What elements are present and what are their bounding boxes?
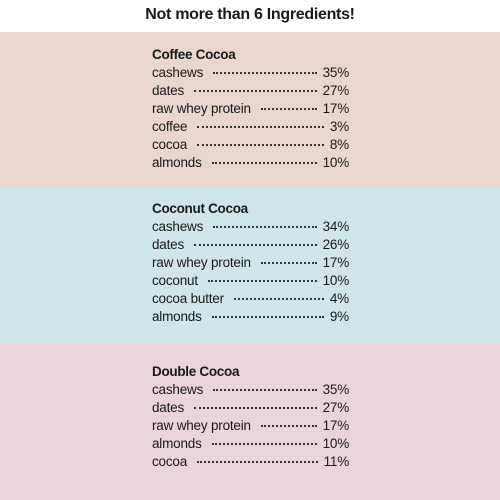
ingredient-row: cashews 35% (152, 64, 349, 82)
ingredient-list: Double Cocoa cashews 35% dates 27% raw whey p… (152, 363, 349, 471)
ingredient-name: cocoa butter (152, 291, 224, 306)
dot-leader (194, 407, 317, 409)
ingredient-percent: 9% (329, 309, 349, 324)
ingredient-list: Coconut Cocoa cashews 34% dates 26% raw whey … (152, 200, 349, 326)
ingredient-name: cashews (152, 219, 204, 234)
ingredient-name: coffee (152, 119, 188, 134)
ingredient-name: cashews (152, 382, 204, 397)
ingredient-percent: 10% (322, 436, 350, 451)
dot-leader (260, 425, 317, 427)
ingredient-name: cashews (152, 65, 204, 80)
ingredient-percent: 10% (322, 155, 350, 170)
dot-leader (211, 316, 324, 318)
ingredient-name: almonds (152, 309, 202, 324)
ingredient-row: dates 26% (152, 236, 349, 254)
dot-leader (194, 244, 317, 246)
ingredient-name: cocoa (152, 137, 188, 152)
ingredient-row: cashews 34% (152, 218, 349, 236)
dot-leader (197, 126, 324, 128)
ingredient-percent: 17% (322, 255, 350, 270)
ingredient-row: raw whey protein 17% (152, 417, 349, 435)
ingredient-name: raw whey protein (152, 101, 251, 116)
dot-leader (197, 144, 324, 146)
section-background (0, 343, 500, 500)
ingredient-row: cashews 35% (152, 381, 349, 399)
ingredient-name: almonds (152, 155, 202, 170)
ingredient-percent: 11% (323, 454, 350, 469)
ingredient-name: almonds (152, 436, 202, 451)
dot-leader (213, 226, 317, 228)
ingredient-name: cocoa (152, 454, 188, 469)
dot-leader (213, 389, 317, 391)
ingredient-row: raw whey protein 17% (152, 100, 349, 118)
dot-leader (197, 461, 318, 463)
ingredient-row: raw whey protein 17% (152, 254, 349, 272)
ingredient-percent: 27% (322, 400, 350, 415)
dot-leader (260, 108, 317, 110)
dot-leader (194, 90, 317, 92)
dot-leader (260, 262, 317, 264)
ingredient-name: dates (152, 83, 185, 98)
section-background (0, 32, 500, 187)
dot-leader (207, 280, 317, 282)
dot-leader (213, 72, 317, 74)
ingredient-row: cocoa 11% (152, 453, 349, 471)
ingredient-list: Coffee Cocoa cashews 35% dates 27% raw whey p… (152, 46, 349, 172)
dot-leader (211, 443, 317, 445)
ingredient-row: coconut 10% (152, 272, 349, 290)
ingredient-name: coconut (152, 273, 198, 288)
ingredient-row: coffee 3% (152, 118, 349, 136)
ingredient-row: dates 27% (152, 399, 349, 417)
ingredient-row: almonds 10% (152, 154, 349, 172)
ingredient-percent: 4% (329, 291, 349, 306)
ingredient-name: dates (152, 237, 185, 252)
ingredient-percent: 34% (322, 219, 350, 234)
section-title: Coconut Cocoa (152, 201, 248, 216)
ingredient-row: almonds 9% (152, 308, 349, 326)
section-title: Double Cocoa (152, 364, 240, 379)
ingredient-percent: 8% (329, 137, 349, 152)
ingredient-percent: 35% (322, 65, 350, 80)
ingredient-name: raw whey protein (152, 255, 251, 270)
ingredient-percent: 10% (322, 273, 350, 288)
ingredient-row: cocoa butter 4% (152, 290, 349, 308)
page-title: Not more than 6 Ingredients! (145, 6, 355, 23)
section-title: Coffee Cocoa (152, 47, 236, 62)
ingredient-percent: 27% (322, 83, 350, 98)
ingredient-row: dates 27% (152, 82, 349, 100)
ingredient-percent: 3% (329, 119, 349, 134)
ingredient-name: raw whey protein (152, 418, 251, 433)
ingredient-percent: 35% (322, 382, 350, 397)
ingredient-name: dates (152, 400, 185, 415)
ingredient-percent: 17% (322, 418, 350, 433)
ingredient-row: cocoa 8% (152, 136, 349, 154)
dot-leader (233, 298, 324, 300)
ingredient-row: almonds 10% (152, 435, 349, 453)
ingredient-percent: 26% (322, 237, 350, 252)
ingredient-percent: 17% (322, 101, 350, 116)
dot-leader (211, 162, 317, 164)
